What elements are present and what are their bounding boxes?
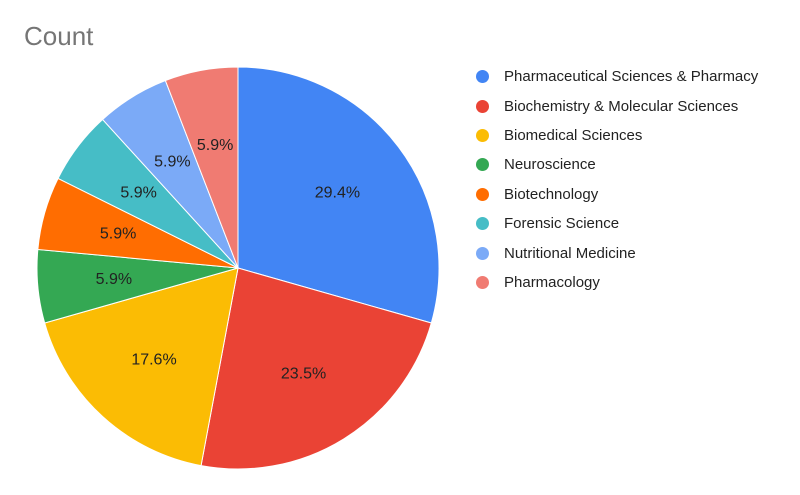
slice-percent-label-5: 5.9% xyxy=(100,225,136,242)
legend-label-5: Biotechnology xyxy=(504,185,599,203)
legend-swatch-1 xyxy=(476,70,489,84)
pie-slice-2 xyxy=(200,267,432,470)
slice-percent-label-6: 5.9% xyxy=(120,184,156,201)
pie-slices xyxy=(36,66,440,470)
legend-label-8: Pharmacology xyxy=(504,273,600,291)
legend-item-6: Forensic Science xyxy=(476,209,758,238)
legend-swatch-4 xyxy=(476,158,489,172)
legend-label-7: Nutritional Medicine xyxy=(504,244,636,262)
legend-label-3: Biomedical Sciences xyxy=(504,126,643,144)
legend-label-1: Pharmaceutical Sciences & Pharmacy xyxy=(504,68,759,86)
slice-percent-label-8: 5.9% xyxy=(197,137,233,154)
pie-slice-3 xyxy=(44,267,239,467)
pie-slice-labels: 29.4% 23.5% 17.6% 5.9% 5.9% 5.9% 5.9% 5.9% xyxy=(96,137,360,383)
legend-item-2: Biochemistry & Molecular Sciences xyxy=(476,91,758,120)
slice-percent-label-3: 17.6% xyxy=(131,352,176,369)
slice-percent-label-2: 23.5% xyxy=(281,366,326,383)
legend-item-1: Pharmaceutical Sciences & Pharmacy xyxy=(476,62,758,91)
legend-label-4: Neuroscience xyxy=(504,156,596,174)
legend-swatch-6 xyxy=(476,217,489,231)
pie-slice-1 xyxy=(237,66,440,324)
legend-label-6: Forensic Science xyxy=(504,215,620,233)
chart-legend: Pharmaceutical Sciences & Pharmacy Bioche… xyxy=(476,62,758,297)
slice-percent-label-1: 29.4% xyxy=(315,184,360,201)
legend-item-8: Pharmacology xyxy=(476,268,758,297)
legend-swatch-3 xyxy=(476,128,489,142)
legend-label-2: Biochemistry & Molecular Sciences xyxy=(504,97,739,115)
chart-title: Count xyxy=(24,21,94,51)
legend-swatch-8 xyxy=(476,275,489,289)
legend-item-5: Biotechnology xyxy=(476,180,758,209)
legend-item-4: Neuroscience xyxy=(476,150,758,179)
slice-percent-label-4: 5.9% xyxy=(96,271,132,288)
legend-item-3: Biomedical Sciences xyxy=(476,121,758,150)
legend-swatch-5 xyxy=(476,187,489,201)
slice-percent-label-7: 5.9% xyxy=(154,154,190,171)
legend-swatch-2 xyxy=(476,99,489,113)
pie-slice-8 xyxy=(164,66,239,269)
legend-swatch-7 xyxy=(476,246,489,260)
legend-item-7: Nutritional Medicine xyxy=(476,238,758,267)
